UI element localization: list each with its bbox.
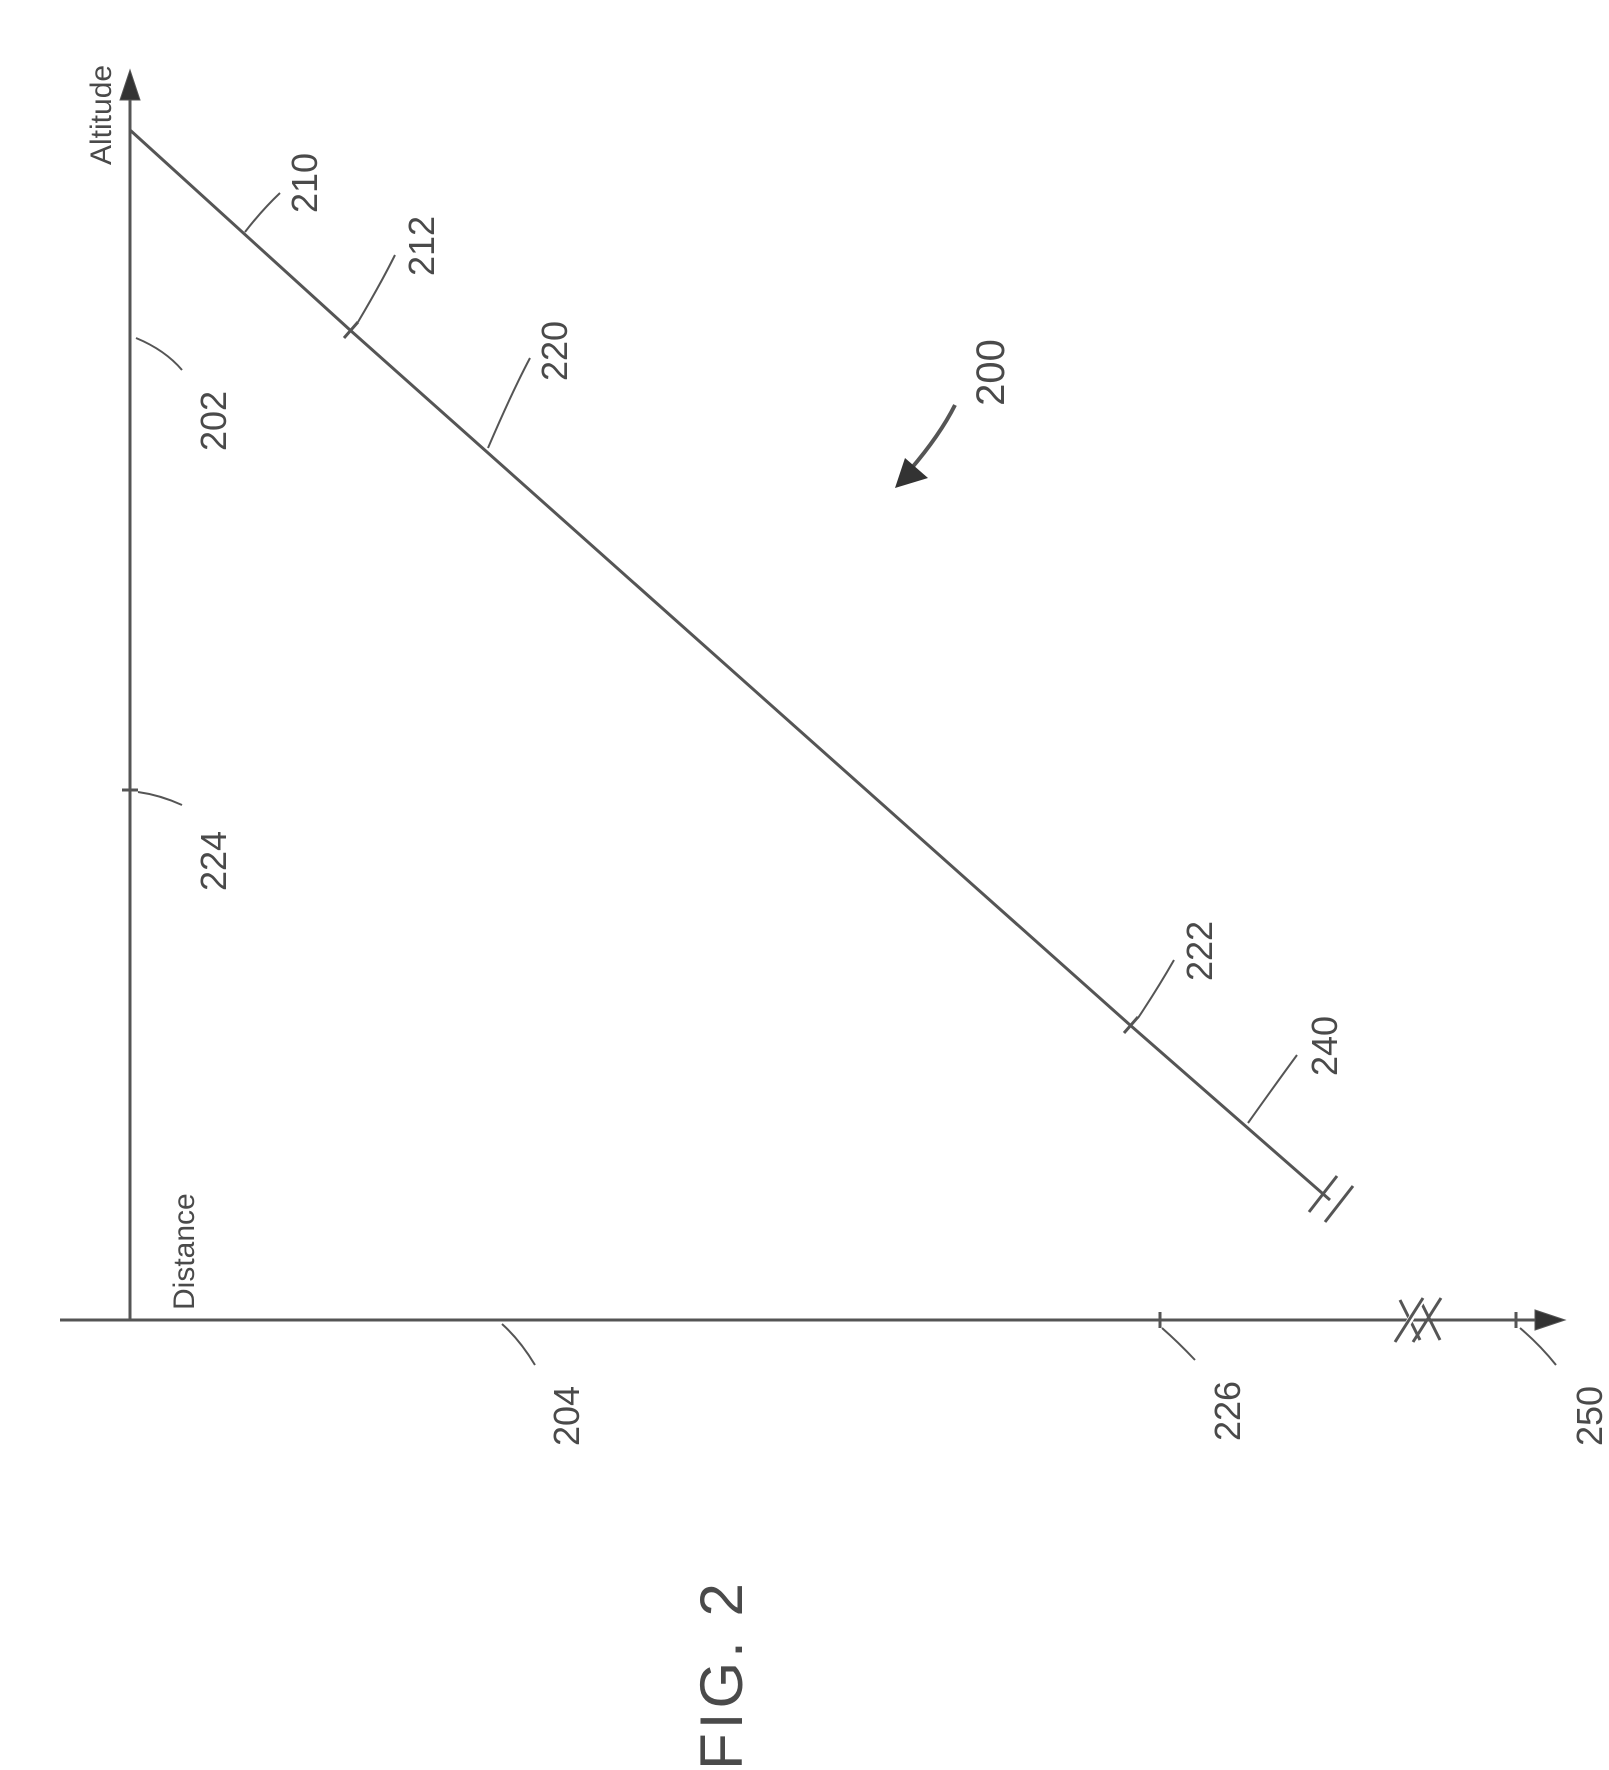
ref-label-250: 250 [1569, 1386, 1609, 1446]
ref-label-202: 202 [193, 391, 235, 451]
y-axis-label: Altitude [85, 65, 119, 165]
leader-204 [502, 1324, 535, 1365]
leader-250 [1520, 1328, 1556, 1365]
ref-label-222: 222 [1179, 921, 1221, 981]
leader-212 [358, 255, 395, 322]
ref-200-arrowhead [895, 458, 928, 488]
ref-label-224: 224 [193, 831, 235, 891]
diagram-svg [0, 0, 1609, 1691]
figure-title: FIG. 2 [687, 1579, 756, 1770]
leader-210 [245, 193, 280, 232]
ref-label-220: 220 [534, 321, 576, 381]
leader-224 [138, 792, 182, 805]
ref-label-210: 210 [284, 153, 326, 213]
leader-240 [1248, 1055, 1297, 1123]
x-axis-arrowhead [1535, 1310, 1565, 1330]
leader-226 [1162, 1328, 1195, 1360]
ref-200-arrow-shaft [910, 405, 955, 470]
ref-label-240: 240 [1304, 1016, 1346, 1076]
leader-222 [1138, 960, 1174, 1018]
path-break-slash-1 [1309, 1176, 1337, 1212]
leader-220 [488, 358, 530, 448]
ref-label-226: 226 [1207, 1381, 1249, 1441]
leader-202 [136, 338, 182, 370]
segment-220 [350, 330, 1130, 1025]
segment-240 [1130, 1025, 1330, 1200]
ref-label-212: 212 [401, 216, 443, 276]
y-axis-arrowhead [120, 70, 140, 100]
ref-label-200: 200 [969, 339, 1014, 406]
path-break-slash-2 [1325, 1186, 1353, 1222]
ref-label-204: 204 [546, 1386, 588, 1446]
x-axis-label: Distance [168, 1193, 202, 1310]
